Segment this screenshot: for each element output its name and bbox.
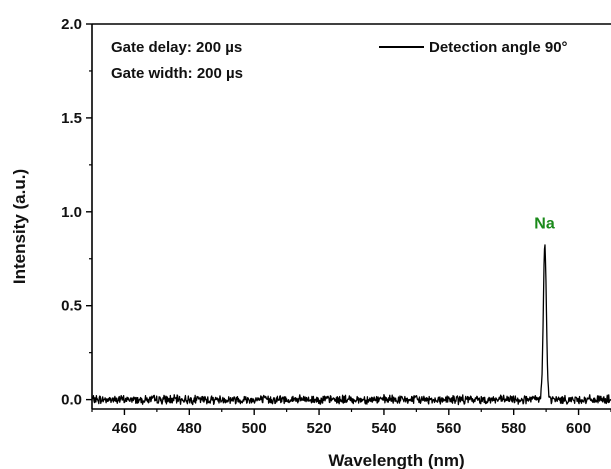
y-tick-label-0: 0.0 xyxy=(61,392,82,409)
x-tick-label-540: 540 xyxy=(371,420,396,437)
y-tick-label-3: 1.5 xyxy=(61,110,82,127)
x-tick-label-480: 480 xyxy=(177,420,202,437)
x-tick-label-580: 580 xyxy=(501,420,526,437)
y-axis-title: Intensity (a.u.) xyxy=(10,169,29,284)
x-tick-label-600: 600 xyxy=(566,420,591,437)
y-tick-label-1: 0.5 xyxy=(61,298,82,315)
x-tick-label-460: 460 xyxy=(112,420,137,437)
y-tick-label-4: 2.0 xyxy=(61,16,82,33)
series-line-0 xyxy=(91,244,611,406)
x-axis-title: Wavelength (nm) xyxy=(328,451,464,469)
gate-delay-annotation: Gate delay: 200 µs xyxy=(111,39,242,56)
legend-label: Detection angle 90° xyxy=(429,39,568,56)
x-tick-label-560: 560 xyxy=(436,420,461,437)
x-tick-label-500: 500 xyxy=(242,420,267,437)
x-tick-label-520: 520 xyxy=(307,420,332,437)
series-layer xyxy=(91,244,611,406)
gate-width-annotation: Gate width: 200 µs xyxy=(111,65,243,82)
legend: Detection angle 90° xyxy=(379,39,568,56)
ticks-layer: 460 480 500 520 540 560 580 600 0.0 0.5 1.0 1.5 2.0 xyxy=(61,16,611,437)
y-tick-label-2: 1.0 xyxy=(61,204,82,221)
peak-label-na: Na xyxy=(534,215,555,232)
